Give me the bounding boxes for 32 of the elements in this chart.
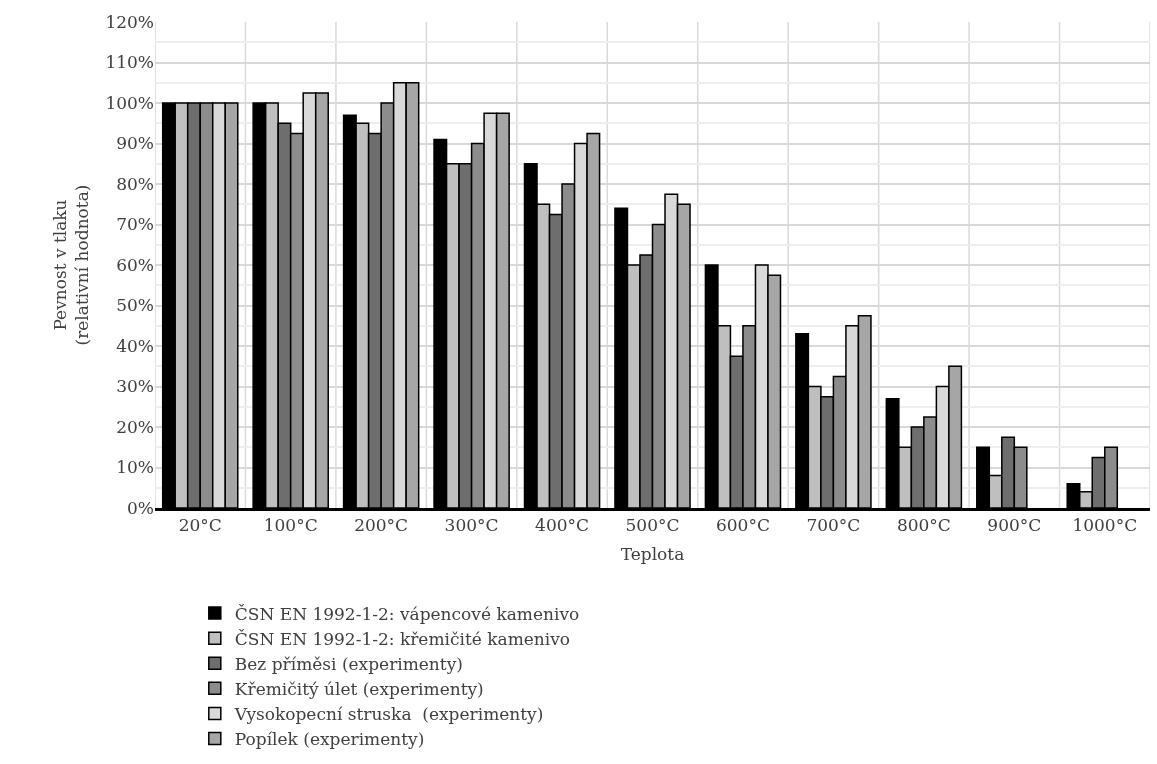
legend-label: Popílek (experimenty) [234,729,425,750]
y-tick-label: 60% [116,254,154,275]
y-axis-title: Pevnost v tlaku (relativní hodnota) [49,184,92,346]
legend-label: ČSN EN 1992-1-2: vápencové kamenivo [234,603,580,624]
x-tick-label: 500°C [625,515,680,536]
y-tick-label: 40% [116,335,154,356]
x-tick-label: 300°C [444,515,499,536]
x-tick-label: 20°C [178,515,222,536]
x-tick-label: 1000°C [1072,515,1138,536]
x-axis-title: Teplota [620,543,685,564]
y-tick-label: 80% [116,173,154,194]
y-tick-label: 50% [116,295,154,316]
x-tick-label: 200°C [354,515,409,536]
legend-label: Křemičitý úlet (experimenty) [234,678,484,699]
x-tick-label: 100°C [263,515,318,536]
y-tick-label: 100% [105,92,154,113]
y-tick-label: 10% [116,457,154,478]
x-tick-label: 800°C [896,515,951,536]
y-tick-label: 70% [116,214,154,235]
legend-label: Vysokopecní struska (experimenty) [233,704,544,725]
x-tick-label: 400°C [535,515,590,536]
y-tick-label: 120% [105,11,154,32]
y-tick-label: 0% [127,497,154,518]
x-tick-label: 600°C [715,515,770,536]
y-tick-label: 110% [105,52,154,73]
x-tick-label: 700°C [806,515,861,536]
y-tick-label: 20% [116,416,154,437]
y-tick-label: 30% [116,376,154,397]
y-tick-label: 90% [116,133,154,154]
legend-label: Bez příměsi (experimenty) [234,653,463,674]
x-tick-label: 900°C [987,515,1042,536]
legend-label: ČSN EN 1992-1-2: křemičité kamenivo [234,628,571,649]
